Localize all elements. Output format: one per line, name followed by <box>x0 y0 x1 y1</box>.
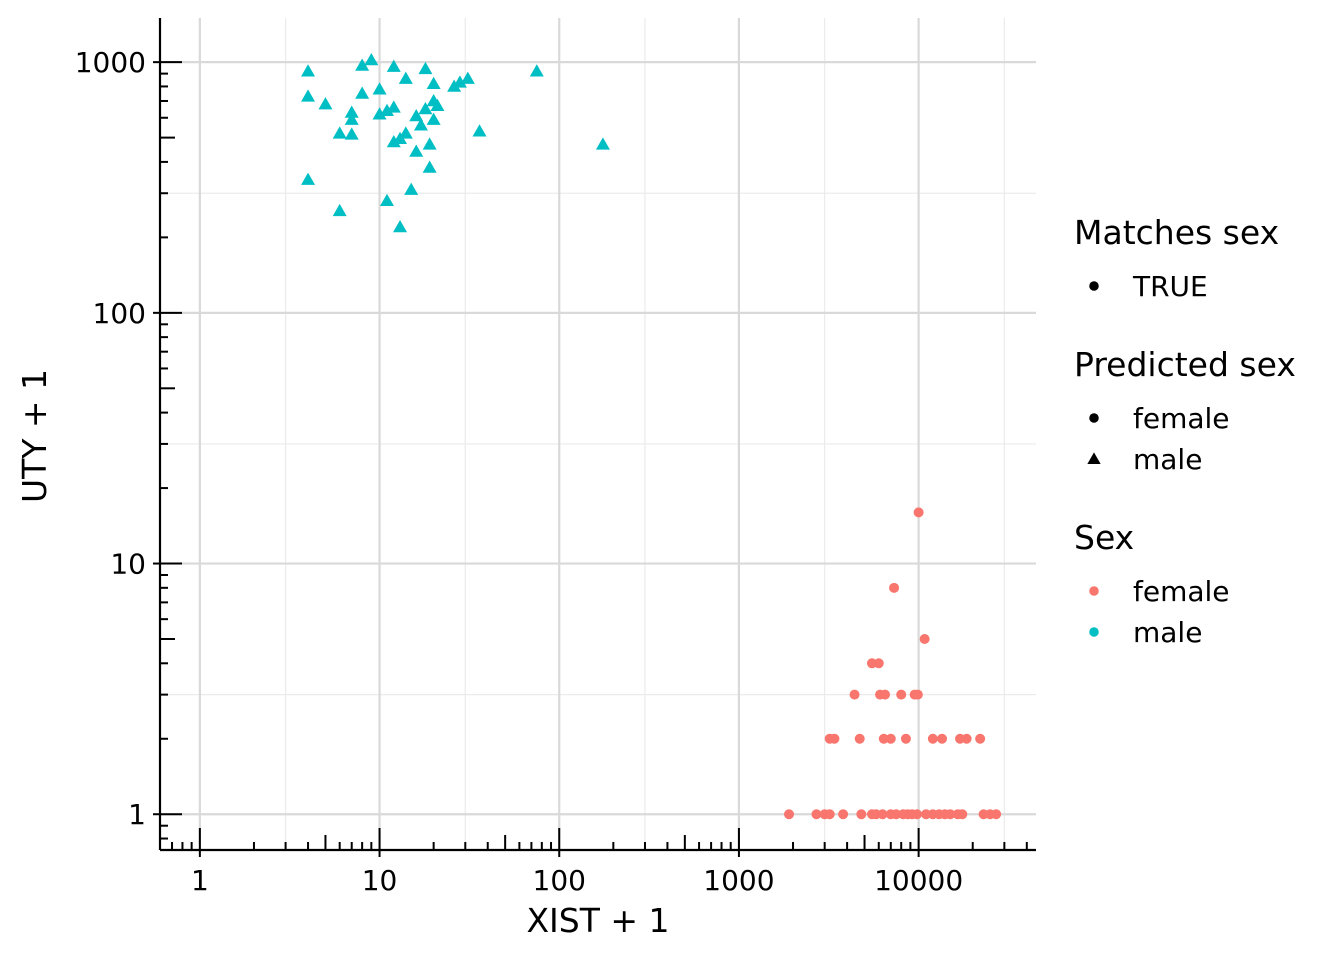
legend-key-male <box>1089 627 1099 637</box>
male-point <box>344 127 359 140</box>
female-point <box>885 733 896 744</box>
y-tick-label: 100 <box>93 297 146 330</box>
axes <box>153 18 1036 857</box>
male-point <box>529 64 544 77</box>
female-point <box>849 689 860 700</box>
grid <box>160 18 1036 850</box>
male-point <box>344 112 359 125</box>
legend-title: Matches sex <box>1074 213 1279 252</box>
legend-key-male <box>1087 452 1101 464</box>
male-point <box>301 172 316 185</box>
female-point <box>937 733 948 744</box>
male-point <box>372 82 387 95</box>
x-tick-label: 1 <box>191 864 209 897</box>
male-point <box>422 137 437 150</box>
y-tick-label: 1000 <box>75 46 146 79</box>
male-point <box>379 103 394 116</box>
data-points <box>301 52 1002 820</box>
male-point <box>386 100 401 113</box>
male-point <box>472 124 487 137</box>
male-point <box>426 112 441 125</box>
female-point <box>945 809 956 820</box>
male-point <box>393 219 408 233</box>
female-point <box>829 733 840 744</box>
legend-key-female <box>1089 413 1099 423</box>
female-point <box>900 733 911 744</box>
male-point <box>301 64 316 77</box>
legend-title: Predicted sex <box>1074 345 1296 384</box>
legend-label: female <box>1133 575 1230 608</box>
male-point <box>332 203 347 217</box>
female-point <box>878 733 889 744</box>
male-point <box>379 193 394 206</box>
legend-label: male <box>1133 443 1202 476</box>
male-point <box>364 52 379 66</box>
male-point <box>355 58 370 71</box>
male-point <box>332 126 347 139</box>
female-point <box>824 809 835 820</box>
x-axis-title: XIST + 1 <box>526 901 669 940</box>
male-point <box>386 59 401 72</box>
female-point <box>889 582 900 593</box>
female-point <box>961 733 972 744</box>
female-point <box>991 809 1002 820</box>
male-point <box>460 71 475 84</box>
female-point <box>873 658 884 669</box>
female-point <box>912 809 923 820</box>
female-point <box>856 809 867 820</box>
legend-key-female <box>1089 586 1099 596</box>
male-point <box>398 71 413 84</box>
female-point <box>880 689 891 700</box>
male-point <box>409 108 424 122</box>
male-point <box>404 182 419 195</box>
legend-label: male <box>1133 616 1202 649</box>
male-point <box>398 126 413 139</box>
legend-label: female <box>1133 402 1230 435</box>
legend-key-TRUE <box>1089 281 1099 291</box>
female-point <box>957 809 968 820</box>
male-point <box>372 107 387 120</box>
male-point <box>418 102 433 115</box>
tick-labels: 1 10 100 1000 10000 1 10 100 1000 <box>75 46 963 897</box>
male-point <box>413 118 428 131</box>
female-point <box>784 809 795 820</box>
legend-label: TRUE <box>1132 270 1208 303</box>
x-tick-label: 10000 <box>874 864 963 897</box>
female-point <box>927 733 938 744</box>
male-point <box>595 137 610 150</box>
y-tick-label: 10 <box>110 548 146 581</box>
male-point <box>301 89 316 102</box>
legend: Matches sex TRUE Predicted sex female male Se… <box>1074 213 1296 649</box>
female-point <box>891 809 902 820</box>
female-point <box>919 634 930 645</box>
male-point <box>418 61 433 75</box>
male-point <box>426 76 441 90</box>
x-tick-label: 1000 <box>703 864 774 897</box>
female-point <box>896 689 907 700</box>
y-axis-title: UTY + 1 <box>15 369 54 503</box>
female-point <box>877 809 888 820</box>
male-point <box>355 86 370 99</box>
female-point <box>811 809 822 820</box>
male-point <box>422 160 437 173</box>
male-point <box>318 97 333 110</box>
male-point <box>430 98 445 111</box>
male-point <box>344 105 359 118</box>
legend-title: Sex <box>1074 518 1134 557</box>
female-point <box>913 507 924 518</box>
male-point <box>409 144 424 157</box>
male-point <box>386 135 401 148</box>
x-tick-label: 100 <box>533 864 586 897</box>
y-tick-label: 1 <box>128 798 146 831</box>
female-point <box>912 689 923 700</box>
x-tick-label: 10 <box>362 864 398 897</box>
female-point <box>975 733 986 744</box>
female-point <box>838 809 849 820</box>
female-point <box>854 733 865 744</box>
male-point <box>452 75 467 88</box>
